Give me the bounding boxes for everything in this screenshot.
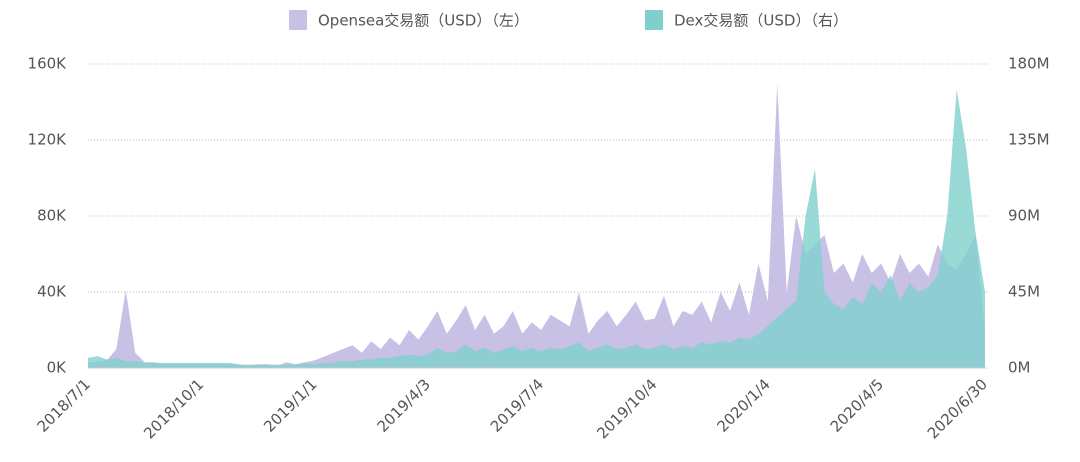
- y-tick-label: 40K: [37, 283, 67, 301]
- x-tick-label: 2019/7/4: [487, 375, 547, 435]
- x-tick-label: 2019/1/1: [260, 375, 320, 435]
- y2-tick-label: 0M: [1008, 359, 1031, 377]
- area: [88, 83, 985, 368]
- x-tick-label: 2020/4/5: [827, 375, 887, 435]
- y-tick-label: 160K: [28, 55, 68, 73]
- y2-tick-label: 180M: [1008, 55, 1050, 73]
- legend-label: Opensea交易额（USD）（左）: [318, 12, 529, 30]
- legend-label: Dex交易额（USD）（右）: [674, 12, 848, 30]
- x-tick-label: 2019/10/4: [593, 375, 660, 442]
- x-tick-label: 2020/6/30: [924, 375, 991, 442]
- y-tick-label: 0K: [47, 359, 68, 377]
- y-tick-label: 80K: [37, 207, 67, 225]
- y2-tick-label: 45M: [1008, 283, 1040, 301]
- x-tick-label: 2018/7/1: [34, 375, 94, 435]
- legend-swatch: [645, 10, 663, 30]
- x-tick-label: 2019/4/3: [374, 375, 434, 435]
- y2-tick-label: 90M: [1008, 207, 1040, 225]
- legend-swatch: [289, 10, 307, 30]
- area: [88, 89, 985, 368]
- x-tick-label: 2020/1/4: [713, 375, 773, 435]
- y2-tick-label: 135M: [1008, 131, 1050, 149]
- x-tick-label: 2018/10/1: [140, 375, 207, 442]
- y-tick-label: 120K: [28, 131, 68, 149]
